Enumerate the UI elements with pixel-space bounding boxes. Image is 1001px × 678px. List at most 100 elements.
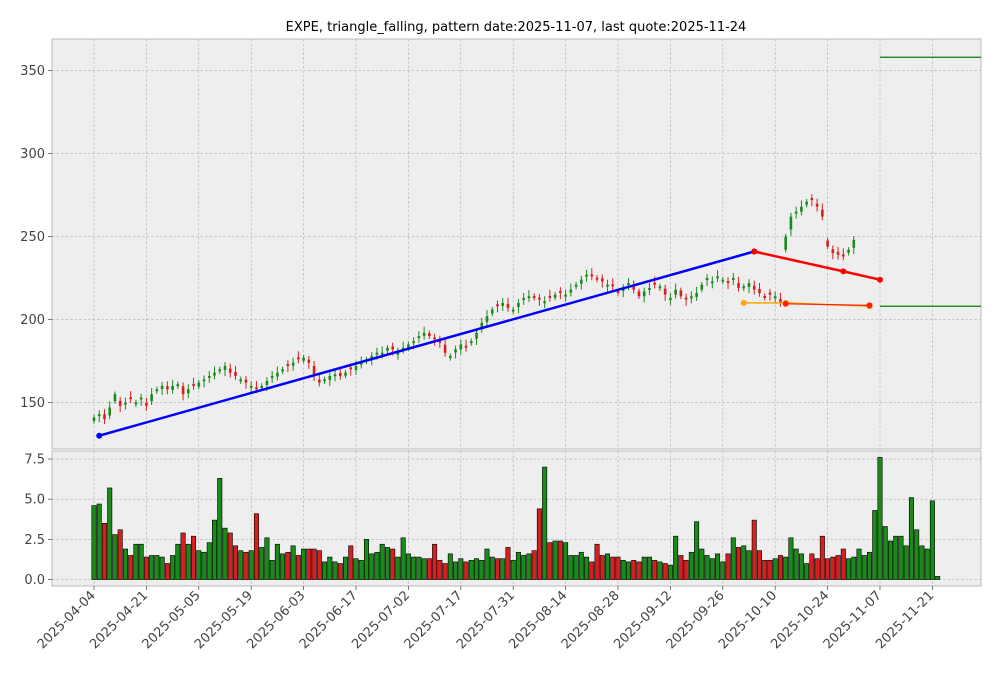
candle-body xyxy=(674,289,677,295)
volume-bar xyxy=(730,537,736,580)
upper-trendline-point xyxy=(96,432,103,439)
candle-body xyxy=(590,274,594,277)
candle-body xyxy=(847,249,850,253)
candle-body xyxy=(789,216,793,230)
candle-body xyxy=(810,198,814,201)
volume-bar xyxy=(358,559,364,580)
candle-body xyxy=(113,394,117,402)
candle-body xyxy=(380,352,384,355)
volume-bar xyxy=(709,558,715,580)
candle-body xyxy=(773,296,777,299)
volume-bar xyxy=(568,555,574,580)
volume-bar xyxy=(290,545,296,580)
volume-bar xyxy=(343,556,349,580)
volume-bar xyxy=(688,551,694,580)
candle-body xyxy=(171,385,174,390)
volume-bar xyxy=(405,553,411,580)
candle-body xyxy=(800,206,803,212)
volume-bar xyxy=(563,542,569,580)
candle-body xyxy=(553,294,557,298)
candle-body xyxy=(396,352,400,355)
price-tick-label: 350 xyxy=(20,64,45,79)
volume-bar xyxy=(175,543,181,580)
candle-body xyxy=(97,414,101,417)
volume-bar xyxy=(458,558,464,580)
candle-body xyxy=(129,397,132,400)
candle-body xyxy=(118,400,122,406)
candle-body xyxy=(784,236,787,250)
volume-bar xyxy=(615,556,621,580)
volume-bar xyxy=(882,526,888,580)
volume-bar xyxy=(143,556,149,580)
candle-body xyxy=(459,344,463,350)
volume-bar xyxy=(154,555,160,580)
volume-bar xyxy=(432,543,438,580)
triangle-upper-line-point xyxy=(751,248,758,255)
candle-body xyxy=(637,291,641,297)
volume-bar xyxy=(337,563,343,580)
volume-bar xyxy=(269,559,275,580)
price-tick-label: 250 xyxy=(20,230,45,245)
volume-bar xyxy=(788,537,794,580)
volume-bar xyxy=(605,553,611,580)
candle-body xyxy=(354,366,358,370)
candle-body xyxy=(286,364,290,367)
candle-body xyxy=(433,337,436,340)
volume-bar xyxy=(720,561,726,580)
candle-body xyxy=(543,301,546,304)
candle-body xyxy=(391,346,394,350)
volume-bar xyxy=(500,558,506,580)
candle-body xyxy=(160,385,164,389)
candle-body xyxy=(768,292,772,295)
volume-bar xyxy=(96,503,102,580)
upper-trendline xyxy=(98,250,755,437)
volume-bar xyxy=(180,532,186,580)
candle-body xyxy=(338,372,342,376)
volume-bar xyxy=(468,559,474,580)
candle-body xyxy=(297,357,300,360)
candle-body xyxy=(218,369,222,372)
candle-body xyxy=(92,417,96,421)
candle-body xyxy=(517,302,520,307)
volume-bar xyxy=(673,535,679,580)
candle-body xyxy=(569,289,573,293)
volume-bar xyxy=(322,561,328,580)
triangle-upper-line-point xyxy=(840,268,847,275)
volume-bar xyxy=(814,558,820,580)
candle-body xyxy=(255,387,258,390)
volume-bar xyxy=(416,556,422,580)
volume-bar xyxy=(872,510,878,580)
volume-bar xyxy=(919,545,925,580)
volume-bar xyxy=(442,563,448,580)
candle-body xyxy=(155,389,159,392)
candle-body xyxy=(260,385,263,388)
volume-bar xyxy=(384,547,390,580)
volume-bar xyxy=(222,527,228,580)
candle-body xyxy=(139,397,143,400)
volume-bar xyxy=(536,508,542,580)
candle-body xyxy=(627,283,630,285)
candle-body xyxy=(496,304,499,307)
candle-body xyxy=(836,251,840,255)
candle-body xyxy=(648,287,651,290)
volume-bar xyxy=(348,545,354,580)
candle-body xyxy=(359,362,363,365)
volume-bar xyxy=(505,547,511,580)
candle-body xyxy=(449,356,452,359)
candle-body xyxy=(265,380,269,385)
volume-bar xyxy=(914,529,920,580)
candle-body xyxy=(228,368,232,373)
candle-body xyxy=(490,309,494,314)
candle-body xyxy=(454,349,457,353)
volume-bar xyxy=(479,559,485,580)
candle-body xyxy=(291,362,295,366)
volume-bar xyxy=(395,556,401,580)
volume-bar xyxy=(767,559,773,580)
volume-tick-label: 7.5 xyxy=(24,453,45,468)
volume-bar xyxy=(851,556,857,580)
volume-bar xyxy=(494,558,500,580)
volume-bar xyxy=(170,555,176,580)
triangle-lower-line-point xyxy=(740,299,747,306)
candle-body xyxy=(815,203,819,207)
